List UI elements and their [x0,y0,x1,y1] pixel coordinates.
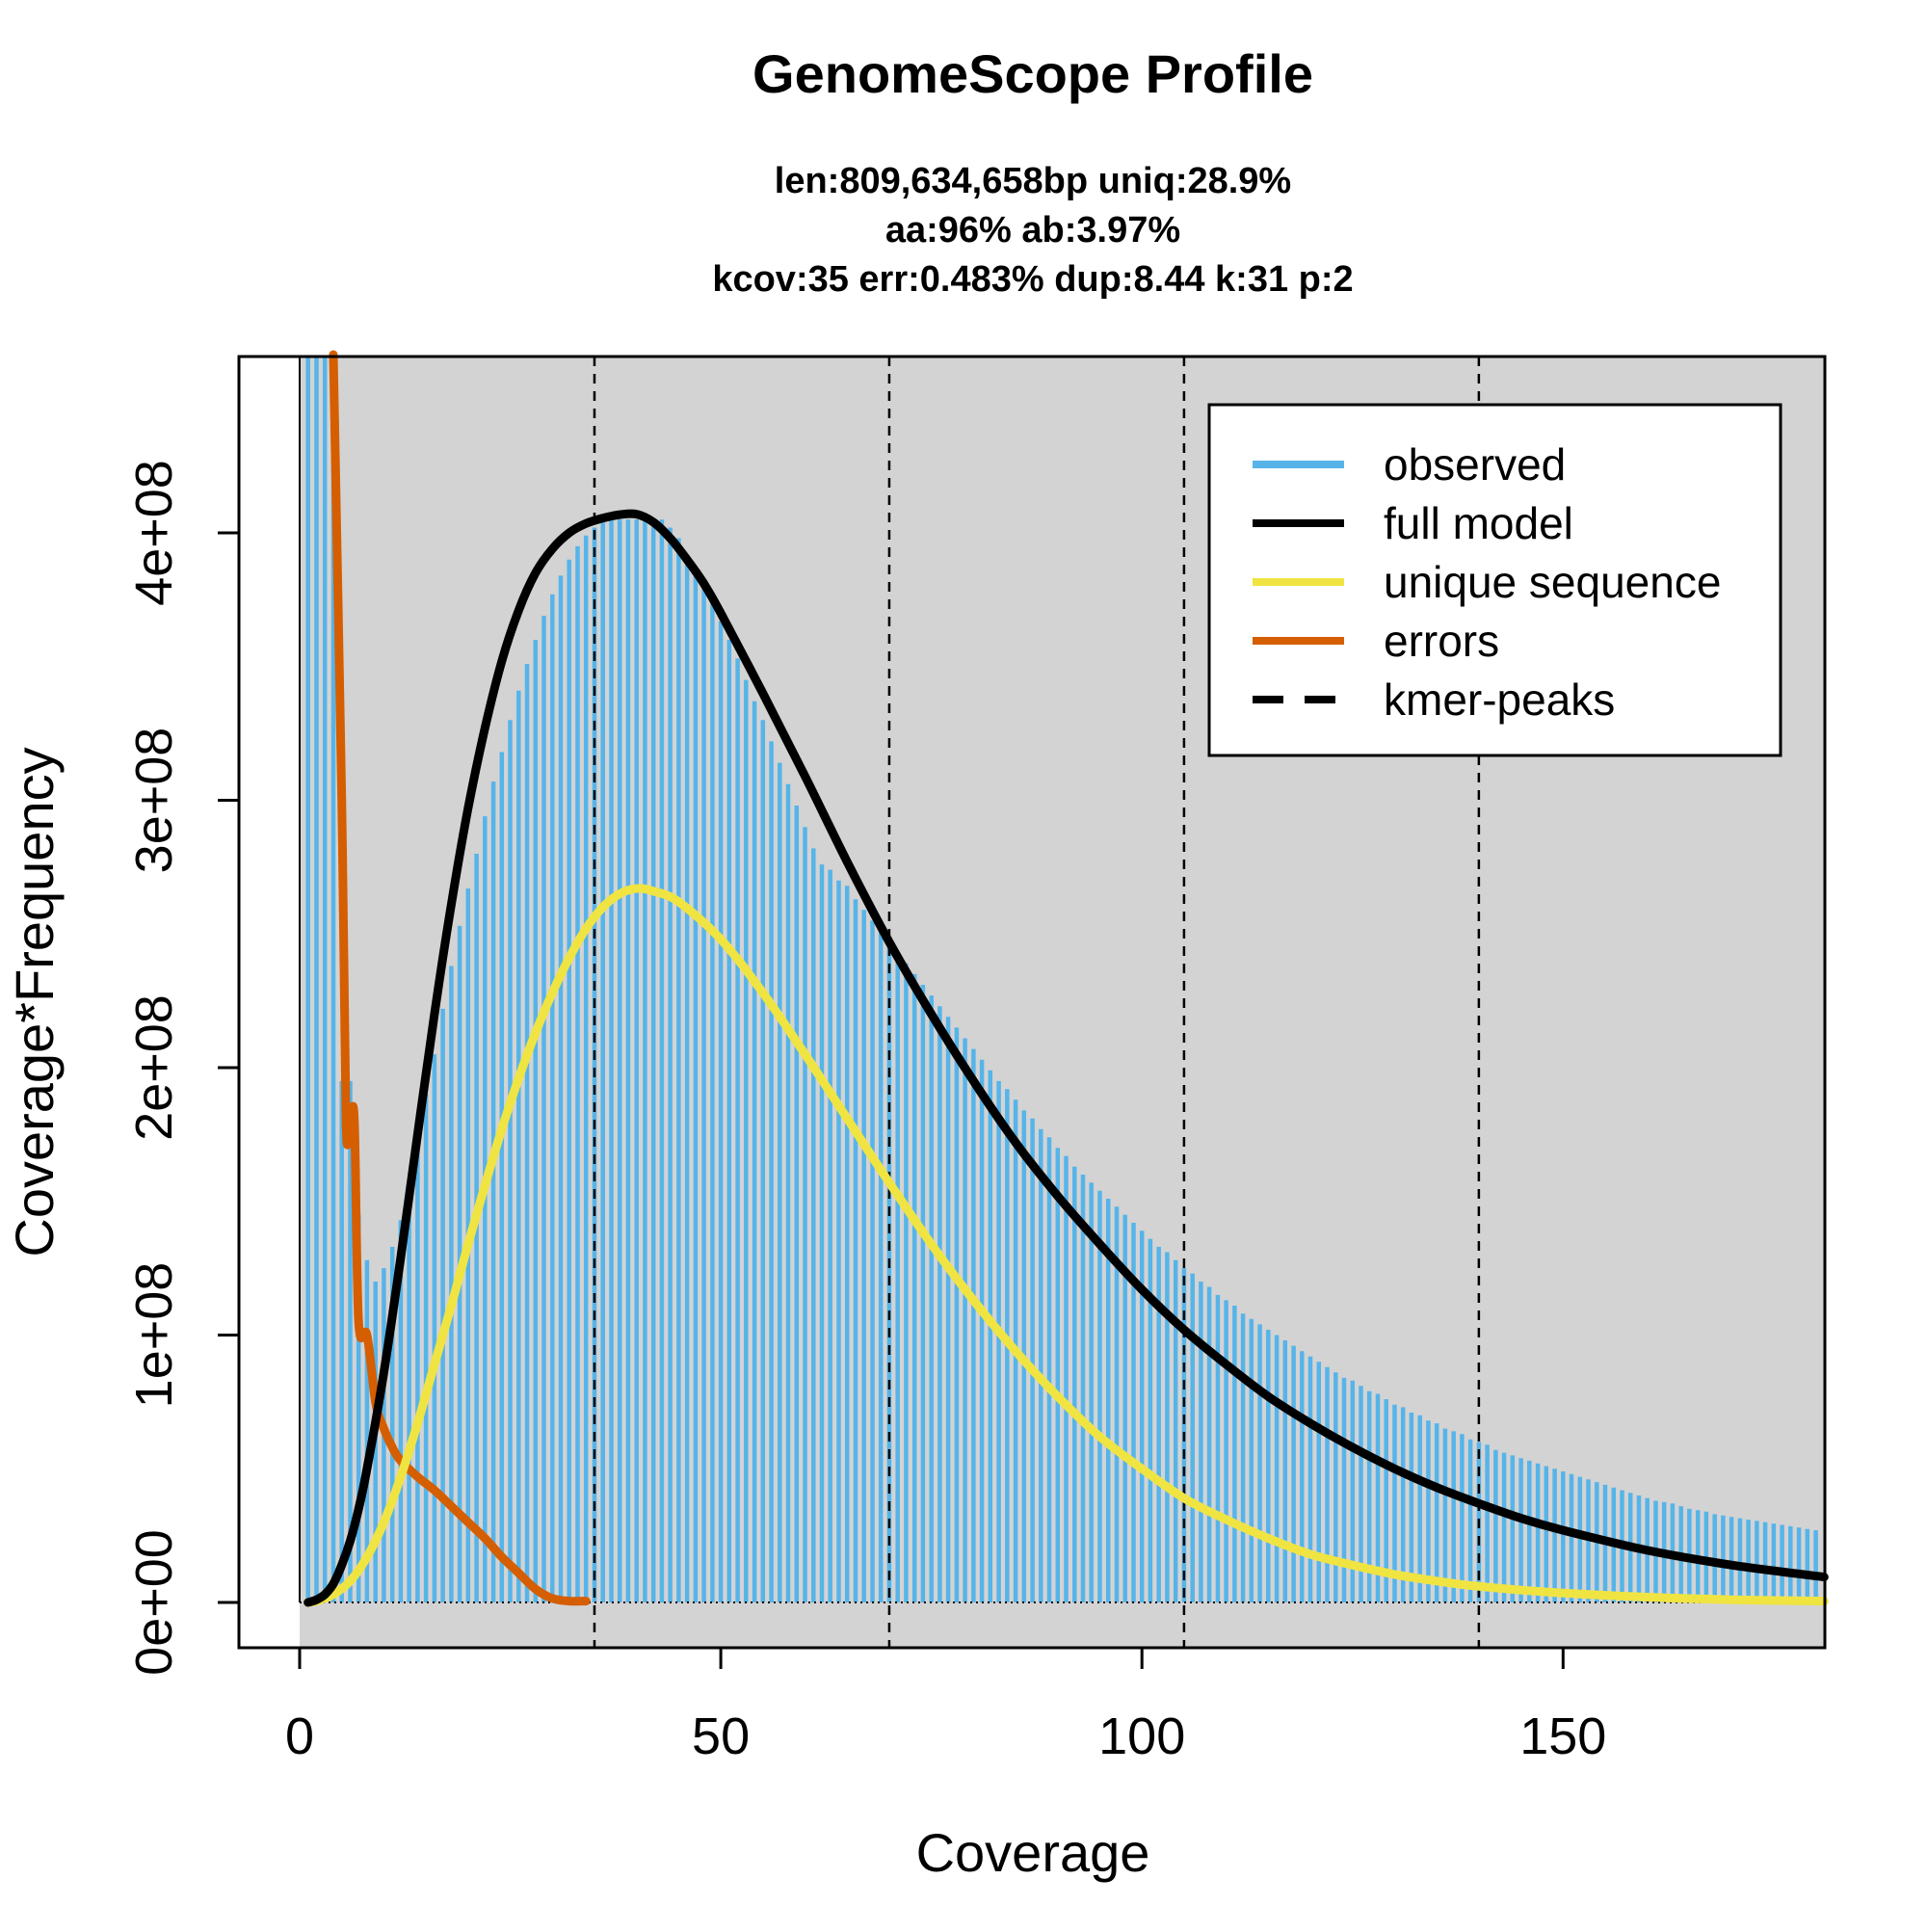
unique-sequence-curve [304,884,1829,1607]
legend-label: kmer-peaks [1384,675,1615,725]
y-tick-label: 3e+08 [125,728,183,874]
legend-label: full model [1384,498,1573,548]
full-model-curve [304,509,1829,1607]
y-tick-label: 2e+08 [125,994,183,1141]
x-tick-label: 0 [285,1707,314,1765]
x-tick-label: 100 [1098,1707,1185,1765]
model-curves [304,350,1829,1607]
x-axis-label: Coverage [916,1822,1150,1883]
errors-curve [329,350,591,1606]
x-tick-label: 50 [692,1707,750,1765]
x-tick-label: 150 [1519,1707,1606,1765]
legend-label: observed [1384,439,1566,490]
chart-subtitle-line-1: len:809,634,658bp uniq:28.9% [775,161,1291,201]
y-tick-label: 1e+08 [125,1262,183,1409]
legend: observed full model unique sequence errors k… [1207,403,1782,757]
x-axis: 0 50 100 150 [285,1646,1606,1765]
legend-label: unique sequence [1384,557,1721,607]
y-axis: 0e+00 1e+08 2e+08 3e+08 4e+08 [125,460,241,1676]
y-axis-label: Coverage*Frequency [4,747,65,1257]
chart-subtitle-line-2: aa:96% ab:3.97% [885,210,1180,251]
chart-title: GenomeScope Profile [752,43,1313,104]
legend-label: errors [1384,616,1499,666]
chart-subtitle-line-3: kcov:35 err:0.483% dup:8.44 k:31 p:2 [712,259,1353,300]
y-tick-label: 0e+00 [125,1529,183,1676]
kmer-peak-lines [593,357,1481,1648]
y-tick-label: 4e+08 [125,460,183,606]
